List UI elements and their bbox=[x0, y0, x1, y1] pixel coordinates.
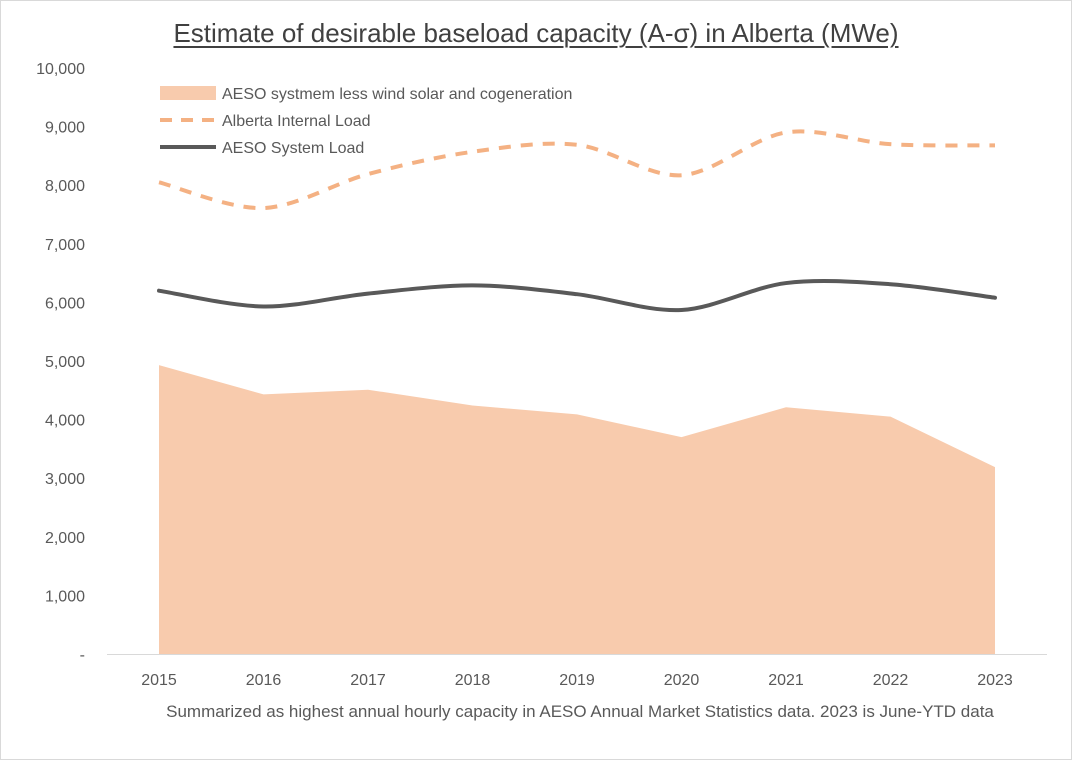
x-tick-label: 2015 bbox=[141, 672, 177, 689]
solid-line-series bbox=[157, 279, 997, 313]
y-tick-label: 9,000 bbox=[45, 120, 85, 137]
x-tick-label: 2016 bbox=[246, 672, 282, 689]
y-tick-label: 5,000 bbox=[45, 354, 85, 371]
legend-label: AESO systmem less wind solar and cogener… bbox=[222, 86, 572, 103]
y-tick-label: 4,000 bbox=[45, 413, 85, 430]
x-tick-label: 2023 bbox=[977, 672, 1013, 689]
y-tick-label: 8,000 bbox=[45, 178, 85, 195]
chart-caption: Summarized as highest annual hourly capa… bbox=[166, 702, 994, 721]
y-tick-label: 2,000 bbox=[45, 530, 85, 547]
y-tick-label: 10,000 bbox=[36, 61, 85, 78]
y-tick-label: 6,000 bbox=[45, 295, 85, 312]
y-tick-label: - bbox=[80, 647, 85, 664]
y-tick-label: 3,000 bbox=[45, 471, 85, 488]
x-tick-label: 2018 bbox=[455, 672, 491, 689]
x-tick-label: 2019 bbox=[559, 672, 595, 689]
area-series bbox=[159, 365, 995, 654]
chart-title: Estimate of desirable baseload capacity … bbox=[173, 18, 899, 48]
legend-label: AESO System Load bbox=[222, 140, 364, 157]
x-tick-label: 2017 bbox=[350, 672, 386, 689]
dashed-line-series bbox=[158, 129, 996, 211]
y-tick-label: 7,000 bbox=[45, 237, 85, 254]
x-tick-label: 2022 bbox=[873, 672, 909, 689]
legend-label: Alberta Internal Load bbox=[222, 113, 371, 130]
x-tick-label: 2020 bbox=[664, 672, 700, 689]
y-tick-label: 1,000 bbox=[45, 588, 85, 605]
x-tick-label: 2021 bbox=[768, 672, 804, 689]
legend-swatch-area bbox=[160, 86, 216, 100]
